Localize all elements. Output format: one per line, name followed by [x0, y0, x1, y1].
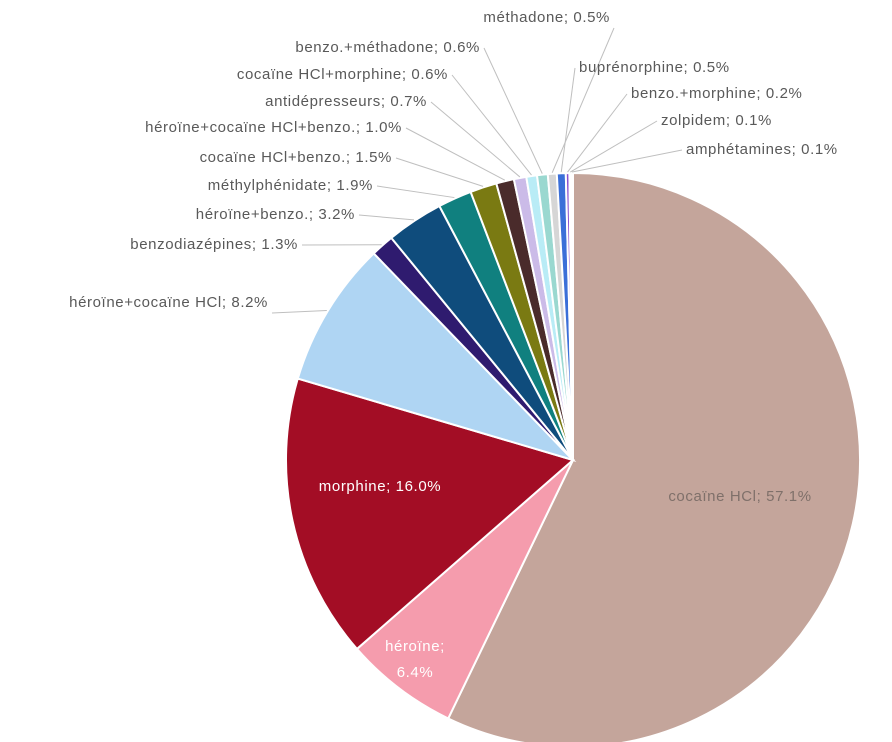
slice: [446, 171, 861, 742]
data-label-line: héroïne;: [385, 638, 445, 655]
data-label: amphétamines; 0.1%: [686, 141, 838, 158]
slice: [355, 459, 574, 720]
data-label: héroïne; 6.4%: [385, 638, 445, 681]
data-label: héroïne+benzo.; 3.2%: [196, 206, 355, 223]
data-label: benzodiazépines; 1.3%: [130, 236, 298, 253]
data-label-line: 6.4%: [397, 664, 434, 681]
data-label: buprénorphine; 0.5%: [579, 59, 730, 76]
data-label: benzo.+morphine; 0.2%: [631, 85, 802, 102]
leader-line: [430, 101, 521, 178]
slice: [296, 252, 577, 463]
leader-line: [451, 74, 532, 176]
leader-line: [376, 185, 455, 199]
leader-line: [483, 47, 543, 174]
data-label: méthadone; 0.5%: [483, 9, 610, 26]
leader-line: [271, 310, 327, 314]
data-label: antidépresseurs; 0.7%: [265, 93, 427, 110]
leader-line: [571, 149, 683, 173]
data-label: morphine; 16.0%: [319, 478, 441, 495]
leader-line: [395, 157, 484, 187]
leader-line: [551, 27, 615, 173]
leader-line: [567, 93, 628, 173]
slices: [285, 171, 861, 742]
data-label: cocaïne HCl+benzo.; 1.5%: [200, 149, 392, 166]
data-label: héroïne+cocaïne HCl; 8.2%: [69, 294, 268, 311]
data-label: cocaïne HCl+morphine; 0.6%: [237, 66, 448, 83]
data-label: héroïne+cocaïne HCl+benzo.; 1.0%: [145, 119, 402, 136]
data-label: zolpidem; 0.1%: [661, 112, 772, 129]
leader-line: [560, 67, 576, 173]
data-label: cocaïne HCl; 57.1%: [668, 488, 811, 505]
data-label: benzo.+méthadone; 0.6%: [295, 39, 480, 56]
leader-line: [405, 127, 506, 181]
leader-line: [358, 214, 415, 221]
slice: [285, 377, 576, 651]
slice: [570, 171, 574, 461]
data-label: méthylphénidate; 1.9%: [208, 177, 373, 194]
leader-line: [570, 120, 658, 173]
